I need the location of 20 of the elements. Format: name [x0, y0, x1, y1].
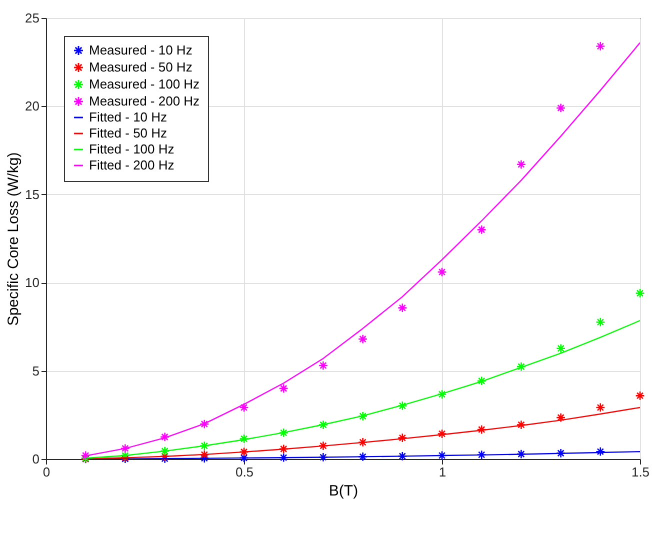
y-axis-title: Specific Core Loss (W/kg): [5, 152, 22, 326]
x-tick-label: 1.5: [631, 464, 650, 480]
y-tick-label: 15: [25, 186, 40, 202]
y-tick-label: 0: [32, 452, 40, 466]
y-tick-label: 25: [25, 10, 40, 26]
legend-label: Fitted - 100 Hz: [89, 142, 174, 156]
legend-label: Fitted - 10 Hz: [89, 110, 168, 124]
legend-label: Measured - 100 Hz: [89, 76, 200, 92]
legend-label: Measured - 10 Hz: [89, 42, 192, 58]
legend-label: Fitted - 200 Hz: [89, 158, 174, 172]
legend-label: Measured - 50 Hz: [89, 60, 192, 74]
legend-label: Measured - 200 Hz: [89, 94, 200, 108]
legend-label: Fitted - 50 Hz: [89, 126, 168, 140]
y-tick-label: 20: [25, 98, 40, 114]
x-tick-label: 0: [42, 464, 50, 480]
x-tick-label: 0.5: [235, 464, 254, 480]
y-tick-label: 5: [32, 363, 40, 378]
x-tick-label: 1: [438, 464, 446, 480]
y-tick-label: 10: [25, 275, 40, 290]
x-axis-title: B(T): [328, 482, 358, 500]
